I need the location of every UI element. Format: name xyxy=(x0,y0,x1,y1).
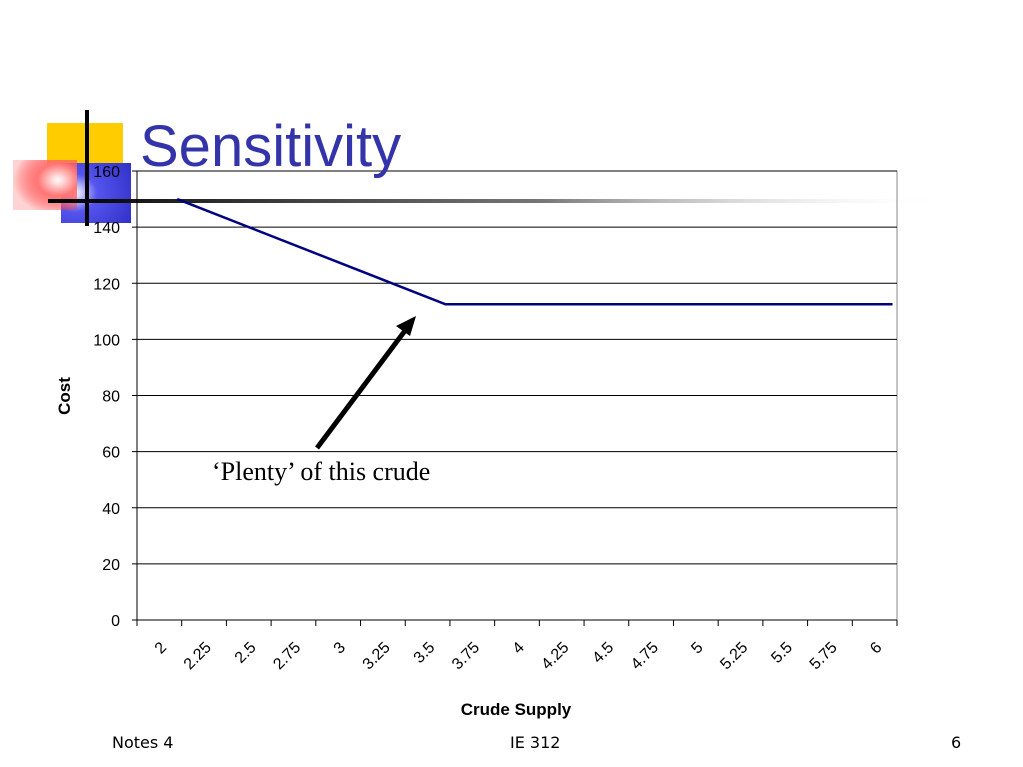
x-tick-label: 6 xyxy=(867,639,885,657)
slide-title: Sensitivity xyxy=(140,114,402,179)
footer-page-number: 6 xyxy=(951,733,962,752)
y-tick-label: 100 xyxy=(93,332,120,349)
footer-left: Notes 4 xyxy=(112,733,174,752)
footer-center: IE 312 xyxy=(510,733,561,752)
x-tick-label: 3.25 xyxy=(360,639,394,673)
y-axis-title: Cost xyxy=(55,377,74,415)
y-tick-label: 60 xyxy=(102,445,120,462)
series-line xyxy=(176,197,893,306)
x-tick-label: 4.5 xyxy=(589,639,617,667)
annotation-arrowhead xyxy=(396,316,416,336)
deco-vertical-rule xyxy=(85,110,89,226)
x-tick-label: 4.25 xyxy=(538,639,572,673)
y-tick-label: 0 xyxy=(111,613,120,630)
y-tick-label: 160 xyxy=(93,164,120,181)
x-tick-label: 4.75 xyxy=(628,639,662,673)
x-tick-label: 4 xyxy=(510,639,528,657)
y-tick-label: 40 xyxy=(102,501,120,518)
x-tick-label: 3.5 xyxy=(411,639,439,667)
y-tick-label: 20 xyxy=(102,557,120,574)
x-tick-label: 3 xyxy=(331,639,349,657)
annotation-text: ‘Plenty’ of this crude xyxy=(212,457,431,486)
annotation-arrow-shaft xyxy=(315,326,409,450)
x-tick-label: 5 xyxy=(688,639,706,657)
x-tick-label: 5.25 xyxy=(717,639,751,673)
y-tick-label: 120 xyxy=(93,276,120,293)
x-tick-label: 2.5 xyxy=(232,639,260,667)
x-tick-label: 2.25 xyxy=(181,639,215,673)
x-tick-label: 2.75 xyxy=(270,639,304,673)
x-axis-title: Crude Supply xyxy=(461,700,572,719)
y-tick-label: 140 xyxy=(93,220,120,237)
y-tick-label: 80 xyxy=(102,389,120,406)
x-tick-label: 5.5 xyxy=(768,639,796,667)
deco-horizontal-rule xyxy=(48,199,948,203)
x-tick-label: 5.75 xyxy=(807,639,841,673)
x-tick-label: 2 xyxy=(152,639,170,657)
x-tick-label: 3.75 xyxy=(449,639,483,673)
